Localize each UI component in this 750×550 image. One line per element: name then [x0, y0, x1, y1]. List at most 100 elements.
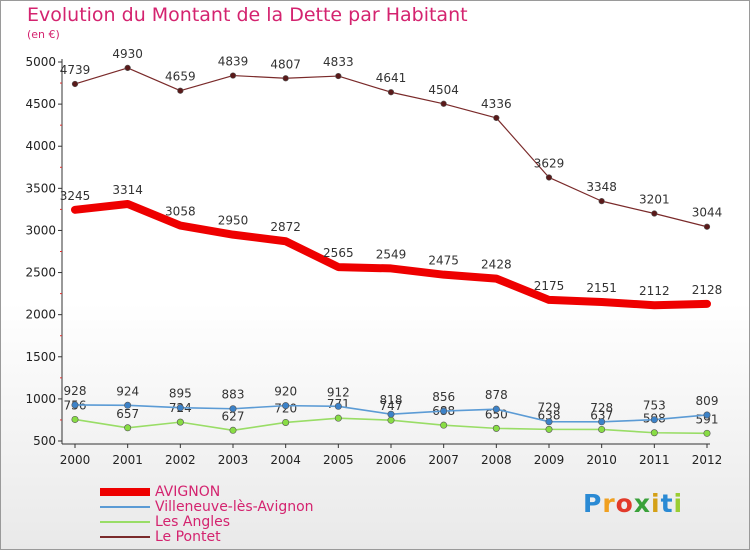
y-tick-label: 500 [33, 434, 56, 448]
data-point-les-angles [124, 424, 132, 432]
series-line-avignon [71, 199, 711, 310]
data-label-villeneuve-l-s-avignon: 920 [274, 385, 297, 399]
data-point-le-pontet [282, 75, 289, 82]
legend-label: AVIGNON [155, 484, 221, 500]
x-tick-label: 2009 [534, 453, 565, 467]
data-label-villeneuve-l-s-avignon: 729 [538, 401, 561, 415]
x-tick-label: 2012 [692, 453, 723, 467]
logo-letter: i [673, 489, 684, 518]
data-label-avignon: 2428 [481, 258, 512, 272]
x-tick-label: 2001 [112, 453, 143, 467]
proxiti-logo: Proxiti [583, 489, 683, 518]
data-point-villeneuve-l-s-avignon [650, 416, 658, 424]
data-label-avignon: 3245 [60, 189, 91, 203]
data-point-les-angles [492, 424, 500, 432]
data-label-avignon: 2175 [534, 279, 565, 293]
data-label-villeneuve-l-s-avignon: 818 [380, 393, 403, 407]
data-point-le-pontet [177, 87, 184, 94]
logo-letter: x [633, 489, 651, 518]
data-point-le-pontet [440, 100, 447, 107]
y-tick-label: 3500 [25, 181, 56, 195]
data-label-les-angles: 627 [222, 409, 245, 423]
data-point-les-angles [334, 414, 342, 422]
x-tick-label: 2010 [586, 453, 617, 467]
data-point-les-angles [387, 416, 395, 424]
data-point-villeneuve-l-s-avignon [598, 418, 606, 426]
x-tick-label: 2000 [60, 453, 91, 467]
data-label-le-pontet: 3629 [534, 156, 565, 170]
data-point-villeneuve-l-s-avignon [176, 404, 184, 412]
data-point-le-pontet [651, 210, 658, 217]
data-label-les-angles: 657 [116, 407, 139, 421]
chart-title: Evolution du Montant de la Dette par Hab… [27, 4, 468, 26]
data-point-le-pontet [598, 198, 605, 205]
data-point-les-angles [440, 421, 448, 429]
y-tick-label: 5000 [25, 55, 56, 69]
data-label-villeneuve-l-s-avignon: 728 [590, 401, 613, 415]
data-label-le-pontet: 4641 [376, 71, 407, 85]
data-point-les-angles [703, 429, 711, 437]
data-point-villeneuve-l-s-avignon [282, 402, 290, 410]
data-label-villeneuve-l-s-avignon: 928 [64, 384, 87, 398]
legend-swatch [100, 488, 150, 496]
data-label-villeneuve-l-s-avignon: 856 [432, 390, 455, 404]
data-label-avignon: 2872 [270, 220, 301, 234]
data-point-le-pontet [703, 223, 711, 230]
data-label-avignon: 2112 [639, 284, 670, 298]
x-tick-label: 2011 [639, 453, 670, 467]
data-label-les-angles: 637 [590, 408, 613, 422]
data-point-villeneuve-l-s-avignon [334, 402, 342, 410]
legend-swatch [100, 536, 150, 538]
data-label-villeneuve-l-s-avignon: 883 [222, 388, 245, 402]
data-point-les-angles [71, 415, 79, 423]
data-label-les-angles: 638 [538, 408, 561, 422]
logo-letter: i [651, 489, 661, 518]
data-label-le-pontet: 4336 [481, 97, 512, 111]
data-label-villeneuve-l-s-avignon: 912 [327, 385, 350, 399]
data-point-villeneuve-l-s-avignon [229, 405, 237, 413]
data-label-le-pontet: 3044 [692, 206, 723, 220]
legend-label: Villeneuve-lès-Avignon [155, 499, 314, 515]
data-label-villeneuve-l-s-avignon: 809 [696, 394, 719, 408]
legend-label: Le Pontet [155, 529, 221, 545]
data-point-villeneuve-l-s-avignon [124, 401, 132, 409]
data-label-villeneuve-l-s-avignon: 753 [643, 399, 666, 413]
x-tick-label: 2006 [376, 453, 407, 467]
data-point-villeneuve-l-s-avignon [545, 418, 553, 426]
x-tick-label: 2003 [218, 453, 249, 467]
data-point-le-pontet [545, 174, 553, 181]
x-tick-label: 2008 [481, 453, 512, 467]
data-point-les-angles [598, 425, 606, 433]
legend-item: Le Pontet [100, 529, 360, 545]
data-point-villeneuve-l-s-avignon [703, 411, 711, 419]
x-tick-label: 2005 [323, 453, 354, 467]
data-point-le-pontet [229, 72, 237, 79]
data-label-avignon: 2565 [323, 246, 354, 260]
data-label-le-pontet: 3348 [586, 180, 617, 194]
data-point-les-angles [545, 425, 553, 433]
data-label-le-pontet: 4930 [112, 47, 143, 61]
data-label-villeneuve-l-s-avignon: 924 [116, 384, 139, 398]
data-label-avignon: 2950 [218, 214, 249, 228]
y-tick-label: 3000 [25, 223, 56, 237]
data-point-le-pontet [387, 89, 395, 96]
data-label-le-pontet: 4504 [428, 83, 459, 97]
data-point-villeneuve-l-s-avignon [71, 401, 79, 409]
logo-letter: P [583, 489, 603, 518]
data-label-avignon: 2549 [376, 247, 407, 261]
data-point-villeneuve-l-s-avignon [440, 407, 448, 415]
data-point-villeneuve-l-s-avignon [492, 405, 500, 413]
legend-label: Les Angles [155, 514, 231, 530]
data-point-les-angles [176, 418, 184, 426]
data-label-le-pontet: 4833 [323, 55, 354, 69]
y-tick-label: 2500 [25, 266, 56, 280]
data-label-le-pontet: 4839 [218, 55, 249, 69]
data-point-le-pontet [335, 72, 342, 80]
y-tick-label: 1500 [25, 350, 56, 364]
data-label-avignon: 3058 [165, 205, 196, 219]
data-point-le-pontet [493, 114, 500, 122]
logo-letter: r [602, 489, 616, 518]
y-tick-label: 4500 [25, 97, 56, 111]
x-tick-label: 2002 [165, 453, 196, 467]
